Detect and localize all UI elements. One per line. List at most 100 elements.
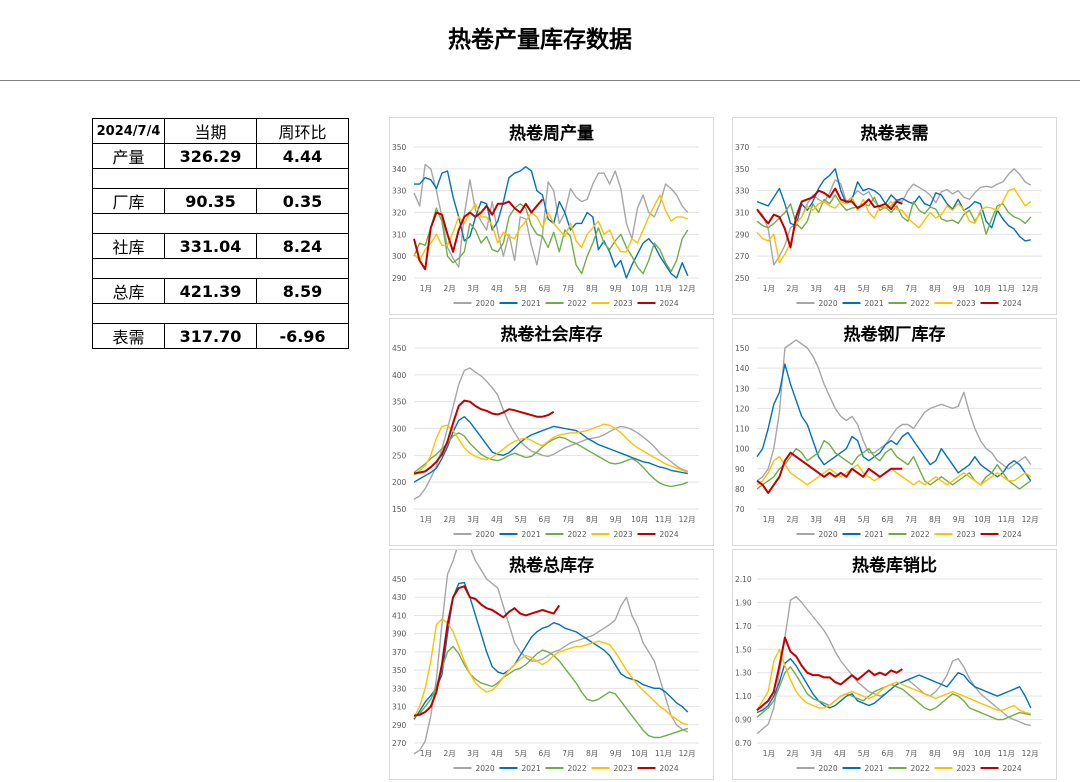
summary-gap-row <box>92 213 349 234</box>
series-line-2021 <box>413 415 688 483</box>
x-tick-label: 8月 <box>586 749 598 758</box>
summary-row: 社库 331.04 8.24 <box>92 233 349 259</box>
x-tick-label: 7月 <box>562 284 574 293</box>
x-tick-label: 3月 <box>810 749 822 758</box>
y-tick-label: 270 <box>392 739 407 748</box>
series-line-2024 <box>413 585 561 717</box>
series-line-2023 <box>756 455 1032 486</box>
x-tick-label: 1月 <box>763 749 775 758</box>
y-tick-label: 450 <box>392 344 407 353</box>
x-tick-label: 12月 <box>1022 284 1039 293</box>
legend-label: 2022 <box>568 764 587 773</box>
legend-label: 2022 <box>911 530 930 539</box>
x-tick-label: 5月 <box>515 749 527 758</box>
y-tick-label: 300 <box>392 425 407 434</box>
x-tick-label: 3月 <box>810 515 822 524</box>
series-line-2024 <box>756 187 903 249</box>
x-tick-label: 10月 <box>631 284 648 293</box>
legend-label: 2023 <box>957 530 976 539</box>
chart-title: 热卷表需 <box>861 123 929 144</box>
x-tick-label: 6月 <box>538 515 550 524</box>
x-tick-label: 2月 <box>443 284 455 293</box>
y-tick-label: 400 <box>392 371 407 380</box>
legend-label: 2022 <box>568 299 587 308</box>
y-tick-label: 1.30 <box>735 669 752 678</box>
legend-label: 2020 <box>819 764 838 773</box>
x-tick-label: 11月 <box>998 284 1015 293</box>
summary-row: 总库 421.39 8.59 <box>92 278 349 304</box>
x-tick-label: 5月 <box>515 515 527 524</box>
summary-row-label: 厂库 <box>92 188 165 214</box>
y-tick-label: 0.70 <box>735 739 752 748</box>
summary-row: 表需 317.70 -6.96 <box>92 323 349 349</box>
summary-gap-cell <box>92 168 349 189</box>
x-tick-label: 7月 <box>905 284 917 293</box>
y-tick-label: 370 <box>392 648 407 657</box>
y-tick-label: 290 <box>392 721 407 730</box>
x-tick-label: 7月 <box>905 749 917 758</box>
x-tick-label: 1月 <box>420 284 432 293</box>
chart-title: 热卷钢厂库存 <box>844 324 946 345</box>
x-tick-label: 10月 <box>974 284 991 293</box>
y-tick-label: 150 <box>392 505 407 514</box>
x-tick-label: 11月 <box>655 749 672 758</box>
x-tick-label: 10月 <box>631 749 648 758</box>
legend-label: 2022 <box>911 764 930 773</box>
x-tick-label: 6月 <box>881 749 893 758</box>
legend-label: 2024 <box>660 764 679 773</box>
legend-label: 2023 <box>957 764 976 773</box>
y-tick-label: 300 <box>392 252 407 261</box>
chart-panel-apparent-demand: 热卷表需 250 270 290 310 330 350 370 1月 2月 3月 4月 5月 6月 7月 8… <box>732 117 1057 315</box>
series-line-2024 <box>756 451 903 494</box>
x-tick-label: 1月 <box>763 284 775 293</box>
y-tick-label: 250 <box>392 451 407 460</box>
y-tick-label: 340 <box>392 165 407 174</box>
summary-header-row: 2024/7/4 当期 周环比 <box>92 118 349 144</box>
series-line-2023 <box>413 618 689 726</box>
y-tick-label: 350 <box>392 143 407 152</box>
x-tick-label: 9月 <box>610 749 622 758</box>
legend-label: 2020 <box>476 299 495 308</box>
legend-label: 2024 <box>660 299 679 308</box>
series-line-2021 <box>756 363 1032 482</box>
x-tick-label: 9月 <box>610 515 622 524</box>
x-tick-label: 9月 <box>953 284 965 293</box>
x-tick-label: 4月 <box>491 749 503 758</box>
chart-title: 热卷周产量 <box>509 123 594 144</box>
series-line-2020 <box>756 595 1031 735</box>
legend-label: 2023 <box>957 299 976 308</box>
y-tick-label: 290 <box>392 274 407 283</box>
series-line-2024 <box>413 198 544 271</box>
page-title: 热卷产量库存数据 <box>448 27 632 53</box>
series-line-2021 <box>413 581 689 720</box>
summary-row-change: 8.24 <box>256 233 349 259</box>
x-tick-label: 7月 <box>562 749 574 758</box>
summary-date: 2024/7/4 <box>92 118 165 144</box>
x-tick-label: 2月 <box>443 749 455 758</box>
summary-col-change: 周环比 <box>256 118 349 144</box>
x-tick-label: 2月 <box>786 284 798 293</box>
summary-row-change: 8.59 <box>256 278 349 304</box>
series-line-2024 <box>756 636 903 711</box>
series-line-2022 <box>413 203 689 275</box>
y-tick-label: 370 <box>735 143 750 152</box>
legend-label: 2021 <box>522 764 541 773</box>
x-tick-label: 4月 <box>834 749 846 758</box>
chart-title: 热卷库销比 <box>852 555 937 576</box>
chart-total-inventory: 热卷总库存 270 290 310 330 350 370 390 410 430 450 1月 2月 3… <box>392 550 699 773</box>
x-tick-label: 3月 <box>467 749 479 758</box>
summary-col-current: 当期 <box>164 118 257 144</box>
series-line-2020 <box>413 163 689 268</box>
y-tick-label: 390 <box>392 630 407 639</box>
x-tick-label: 4月 <box>491 284 503 293</box>
y-tick-label: 450 <box>392 575 407 584</box>
chart-title: 热卷总库存 <box>509 555 594 576</box>
summary-row-change: 0.35 <box>256 188 349 214</box>
summary-row-current: 90.35 <box>164 188 257 214</box>
y-tick-label: 90 <box>735 465 745 474</box>
series-line-2024 <box>413 399 555 475</box>
summary-row-current: 326.29 <box>164 143 257 169</box>
y-tick-label: 120 <box>735 404 750 413</box>
header-bar: 热卷产量库存数据 <box>0 0 1080 81</box>
summary-gap-row <box>92 303 349 324</box>
